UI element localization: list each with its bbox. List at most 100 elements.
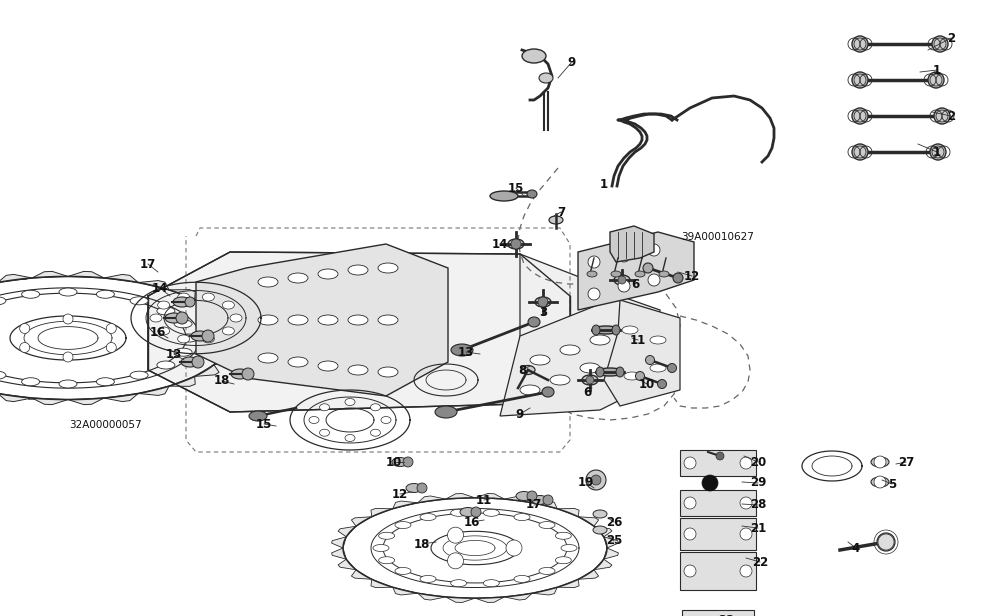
Polygon shape	[32, 398, 68, 405]
Ellipse shape	[202, 330, 214, 342]
Ellipse shape	[592, 326, 620, 334]
Polygon shape	[138, 386, 169, 395]
Ellipse shape	[174, 320, 192, 328]
Ellipse shape	[555, 557, 571, 564]
Polygon shape	[214, 352, 235, 365]
Polygon shape	[338, 526, 356, 537]
Circle shape	[106, 323, 116, 333]
Ellipse shape	[590, 335, 610, 345]
Text: 39A00010627: 39A00010627	[682, 232, 754, 242]
Text: 17: 17	[140, 257, 156, 270]
Polygon shape	[332, 537, 346, 548]
Ellipse shape	[611, 271, 621, 277]
Ellipse shape	[318, 269, 338, 279]
Ellipse shape	[370, 429, 380, 436]
Text: 15: 15	[508, 182, 524, 195]
Ellipse shape	[852, 72, 868, 88]
Circle shape	[106, 342, 116, 352]
Ellipse shape	[483, 580, 499, 586]
Ellipse shape	[158, 301, 170, 309]
Ellipse shape	[59, 288, 77, 296]
Ellipse shape	[173, 297, 191, 307]
Circle shape	[586, 376, 594, 384]
Ellipse shape	[130, 297, 148, 305]
Ellipse shape	[96, 290, 114, 298]
Circle shape	[448, 553, 464, 569]
Ellipse shape	[381, 416, 391, 424]
Polygon shape	[578, 232, 694, 310]
Ellipse shape	[593, 510, 607, 518]
Ellipse shape	[587, 271, 597, 277]
Polygon shape	[195, 299, 219, 311]
Ellipse shape	[191, 331, 209, 341]
Text: 8: 8	[518, 363, 526, 376]
Ellipse shape	[309, 416, 319, 424]
Bar	[680, 518, 756, 550]
Ellipse shape	[592, 325, 600, 335]
Text: 15: 15	[256, 418, 272, 431]
Ellipse shape	[635, 271, 645, 277]
Ellipse shape	[535, 297, 551, 307]
Text: 2: 2	[947, 110, 955, 123]
Text: 18: 18	[214, 375, 230, 387]
Ellipse shape	[158, 327, 170, 335]
Ellipse shape	[345, 434, 355, 442]
Ellipse shape	[249, 411, 267, 421]
Ellipse shape	[596, 367, 604, 377]
Ellipse shape	[288, 357, 308, 367]
Text: 9: 9	[516, 408, 524, 421]
Polygon shape	[475, 597, 504, 602]
Ellipse shape	[673, 273, 683, 283]
Ellipse shape	[379, 532, 395, 539]
Ellipse shape	[242, 368, 254, 380]
Ellipse shape	[392, 458, 408, 466]
Ellipse shape	[222, 301, 234, 309]
Circle shape	[874, 476, 886, 488]
Text: 2: 2	[947, 31, 955, 44]
Ellipse shape	[539, 73, 553, 83]
Text: 18: 18	[414, 538, 430, 551]
Polygon shape	[393, 501, 418, 509]
Ellipse shape	[395, 567, 411, 575]
Polygon shape	[371, 579, 393, 588]
Polygon shape	[68, 398, 104, 405]
Ellipse shape	[395, 522, 411, 529]
Ellipse shape	[348, 315, 368, 325]
Text: 25: 25	[606, 535, 622, 548]
Ellipse shape	[22, 290, 40, 298]
Text: 12: 12	[392, 487, 408, 500]
Ellipse shape	[176, 312, 188, 324]
Ellipse shape	[643, 263, 653, 273]
Ellipse shape	[522, 49, 546, 63]
Ellipse shape	[543, 495, 553, 505]
Polygon shape	[446, 493, 475, 499]
Ellipse shape	[406, 484, 422, 493]
Ellipse shape	[549, 216, 563, 224]
Polygon shape	[32, 272, 68, 278]
Ellipse shape	[59, 380, 77, 388]
Polygon shape	[371, 508, 393, 517]
Ellipse shape	[96, 378, 114, 386]
Text: 14: 14	[492, 238, 508, 251]
Text: 5: 5	[888, 477, 896, 490]
Ellipse shape	[490, 191, 518, 201]
Polygon shape	[610, 226, 654, 262]
Text: 22: 22	[752, 556, 768, 569]
Ellipse shape	[378, 315, 398, 325]
Ellipse shape	[258, 277, 278, 287]
Polygon shape	[532, 501, 557, 509]
Polygon shape	[504, 593, 532, 600]
Ellipse shape	[532, 495, 548, 505]
Circle shape	[63, 352, 73, 362]
Text: 1: 1	[933, 145, 941, 158]
Polygon shape	[196, 244, 448, 396]
Ellipse shape	[508, 239, 524, 249]
Polygon shape	[557, 508, 579, 517]
Polygon shape	[195, 365, 219, 376]
Ellipse shape	[871, 477, 889, 487]
Polygon shape	[68, 272, 104, 278]
Ellipse shape	[178, 293, 190, 301]
Ellipse shape	[202, 293, 214, 301]
Ellipse shape	[612, 325, 620, 335]
Polygon shape	[578, 517, 599, 526]
